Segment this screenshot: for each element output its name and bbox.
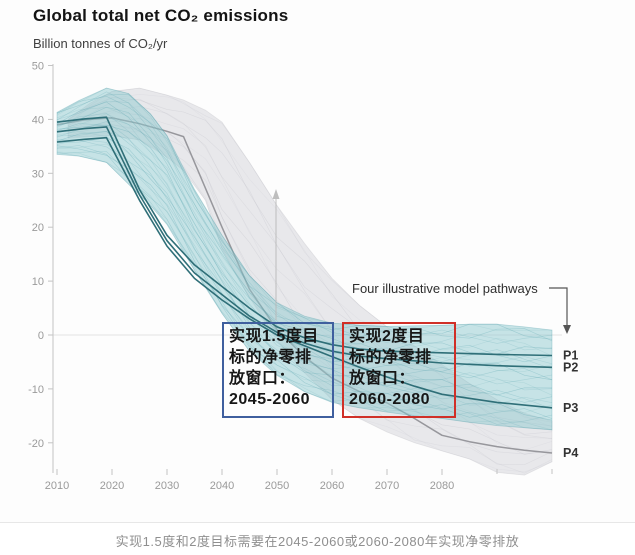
pathway-label-P1: P1	[563, 348, 578, 362]
x-tick-label: 2050	[265, 480, 289, 492]
x-tick-label: 2030	[155, 480, 179, 492]
net-zero-window-2-line: 实现2度目	[349, 328, 425, 345]
pathway-line-P1	[56, 116, 553, 357]
scenario-streak	[56, 138, 553, 406]
y-tick-label: 10	[32, 276, 44, 288]
caption-bar: 实现1.5度和2度目标需要在2045-2060或2060-2080年实现净零排放	[0, 522, 635, 555]
scenario-streak	[56, 101, 553, 355]
y-axis: 50 40 30 20 10 0 -10 -20	[28, 61, 54, 473]
bottom-caption: 实现1.5度和2度目标需要在2045-2060或2060-2080年实现净零排放	[115, 534, 520, 549]
y-tick-label: 0	[38, 330, 44, 342]
net-zero-window-2-box: 实现2度目 标的净零排 放窗口： 2060-2080	[342, 322, 456, 418]
y-tick-label: 50	[32, 61, 44, 73]
scenario-streak	[56, 123, 553, 381]
scenario-streak	[56, 91, 553, 344]
scenario-streak	[56, 137, 553, 403]
scenario-streak	[56, 145, 553, 419]
x-tick-label: 2010	[45, 480, 69, 492]
scenario-streak	[56, 94, 553, 340]
pathway-label-P3: P3	[563, 401, 578, 415]
y-tick-label: -20	[28, 438, 44, 450]
y-tick-label: 40	[32, 114, 44, 126]
x-tick-label: 2070	[375, 480, 399, 492]
scenario-streak	[56, 121, 553, 385]
pathway-label-P4: P4	[563, 446, 578, 460]
net-zero-window-1p5-box: 实现1.5度目 标的净零排 放窗口： 2045-2060	[222, 322, 334, 418]
scenario-streak	[56, 116, 553, 370]
x-tick-label: 2040	[210, 480, 234, 492]
chart-title: Global total net CO₂ emissions	[33, 6, 289, 25]
pathways-annotation-arrow	[549, 287, 571, 334]
pathway-line-P2	[56, 126, 553, 369]
pathways-annotation-label: Four illustrative model pathways	[352, 281, 538, 296]
scenario-streak	[56, 95, 553, 342]
scenario-streak	[56, 113, 553, 372]
x-axis: 2010 2020 2030 2040 2050 2060 2070 2080	[45, 469, 553, 492]
net-zero-window-1p5-line: 实现1.5度目	[229, 328, 319, 345]
scenario-streak	[56, 145, 553, 421]
scenario-streak	[56, 131, 553, 391]
scenario-streak	[56, 107, 553, 357]
scenario-streak	[56, 87, 553, 333]
net-zero-window-1p5-line: 标的净零排	[229, 349, 312, 366]
x-tick-label: 2020	[100, 480, 124, 492]
scenario-streak	[56, 106, 553, 363]
y-tick-label: 20	[32, 222, 44, 234]
down-arrow-head-icon	[563, 325, 571, 334]
x-tick-label: 2060	[320, 480, 344, 492]
scenario-streak	[56, 139, 553, 410]
pathway-line-P3	[56, 136, 553, 409]
net-zero-window-1p5-line: 放窗口：	[229, 370, 296, 387]
y-tick-label: -10	[28, 384, 44, 396]
y-tick-label: 30	[32, 168, 44, 180]
scenario-streak	[56, 130, 553, 396]
net-zero-window-1p5-line: 2045-2060	[229, 391, 311, 408]
pathway-label-P2: P2	[563, 360, 578, 374]
net-zero-up-arrow	[272, 189, 280, 320]
x-tick-label: 2080	[430, 480, 454, 492]
up-arrow-head-icon	[272, 189, 280, 199]
net-zero-window-2-line: 2060-2080	[349, 391, 431, 408]
net-zero-window-2-line: 放窗口：	[349, 370, 416, 387]
scenario-streak	[56, 131, 553, 396]
chart-y-unit-label: Billion tonnes of CO₂/yr	[33, 36, 168, 51]
net-zero-window-2-line: 标的净零排	[349, 349, 432, 366]
pathways-arrow-line	[549, 287, 568, 326]
